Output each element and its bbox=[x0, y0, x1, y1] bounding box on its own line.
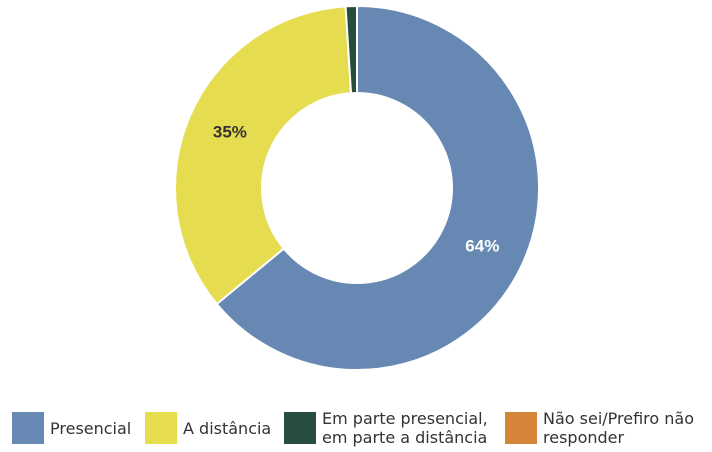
legend-swatch bbox=[145, 412, 177, 444]
donut-plot: 64% 35% bbox=[174, 4, 540, 371]
data-label: 64% bbox=[465, 236, 499, 255]
legend-item: Não sei/Prefiro não responder bbox=[505, 408, 711, 448]
donut-slice bbox=[174, 5, 353, 306]
legend-label: Em parte presencial, em parte a distânci… bbox=[322, 409, 488, 447]
legend-label: A distância bbox=[183, 418, 272, 438]
data-label: 35% bbox=[213, 122, 247, 141]
legend-item: Presencial bbox=[12, 408, 150, 448]
legend-swatch bbox=[284, 412, 316, 444]
legend: Presencial A distância Em parte presencial… bbox=[0, 408, 712, 448]
legend-label: Presencial bbox=[50, 418, 132, 438]
legend-swatch bbox=[12, 412, 44, 444]
legend-item: A distância bbox=[145, 408, 293, 448]
legend-label: Não sei/Prefiro não responder bbox=[543, 409, 695, 447]
legend-swatch bbox=[505, 412, 537, 444]
legend-item: Em parte presencial, em parte a distânci… bbox=[284, 408, 500, 448]
donut-slice bbox=[215, 4, 540, 371]
